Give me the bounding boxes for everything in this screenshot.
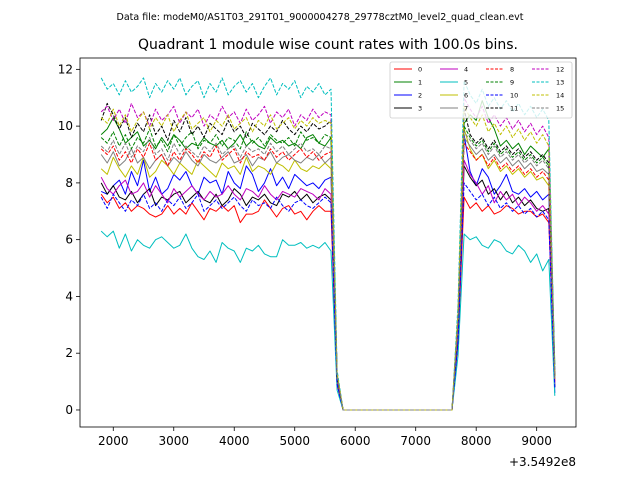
legend-label-2: 2: [418, 92, 422, 100]
y-tick-label: 12: [58, 62, 73, 76]
series-layer: [100, 77, 556, 411]
legend-label-11: 11: [510, 105, 518, 113]
legend-label-1: 1: [418, 79, 422, 87]
series-line-0: [100, 193, 556, 411]
series-line-10: [100, 182, 556, 411]
series-line-2: [100, 134, 556, 411]
x-tick-label: 5000: [279, 434, 310, 448]
x-tick-label: 2000: [98, 434, 129, 448]
legend-box: [389, 61, 573, 119]
series-line-14: [100, 105, 556, 411]
plot-frame: [79, 57, 577, 428]
y-axis: 0 2 4 6 8 10 12: [58, 62, 80, 417]
suptitle: Data file: modeM0/AS1T03_291T01_90000042…: [117, 12, 524, 23]
chart-title: Quadrant 1 module wise count rates with …: [138, 37, 518, 53]
legend-label-13: 13: [556, 79, 564, 87]
legend-label-6: 6: [464, 92, 468, 100]
legend-label-9: 9: [510, 79, 514, 87]
legend-label-4: 4: [464, 66, 468, 74]
y-tick-label: 8: [65, 176, 73, 190]
x-tick-label: 3000: [158, 434, 189, 448]
series-line-7: [100, 137, 556, 411]
y-tick-label: 4: [65, 289, 73, 303]
series-line-11: [100, 102, 556, 411]
x-axis: 2000 3000 4000 5000 6000 7000 8000 9000: [98, 427, 552, 448]
legend-label-15: 15: [556, 105, 564, 113]
series-line-5: [100, 230, 556, 411]
legend-label-14: 14: [556, 92, 564, 100]
plot-area: 2000 3000 4000 5000 6000 7000 8000 9000 0246810…: [58, 57, 577, 448]
x-tick-label: 8000: [461, 434, 492, 448]
y-tick-label: 0: [65, 403, 73, 417]
legend-label-7: 7: [464, 105, 468, 113]
series-line-6: [100, 128, 556, 411]
x-tick-label: 7000: [400, 434, 431, 448]
y-tick-label: 6: [65, 233, 73, 247]
series-line-9: [100, 125, 556, 411]
legend-label-0: 0: [418, 66, 422, 74]
series-line-4: [100, 159, 556, 411]
legend-label-5: 5: [464, 79, 468, 87]
y-tick-label: 10: [58, 119, 73, 133]
legend-label-10: 10: [510, 92, 518, 100]
series-line-15: [100, 131, 556, 411]
y-tick-label: 2: [65, 346, 73, 360]
legend-label-8: 8: [510, 66, 514, 74]
legend-label-3: 3: [418, 105, 422, 113]
x-tick-label: 4000: [219, 434, 250, 448]
legend-label-12: 12: [556, 66, 564, 74]
x-tick-label: 9000: [521, 434, 552, 448]
x-tick-label: 6000: [340, 434, 371, 448]
x-offset-label: +3.5492e8: [509, 455, 576, 469]
